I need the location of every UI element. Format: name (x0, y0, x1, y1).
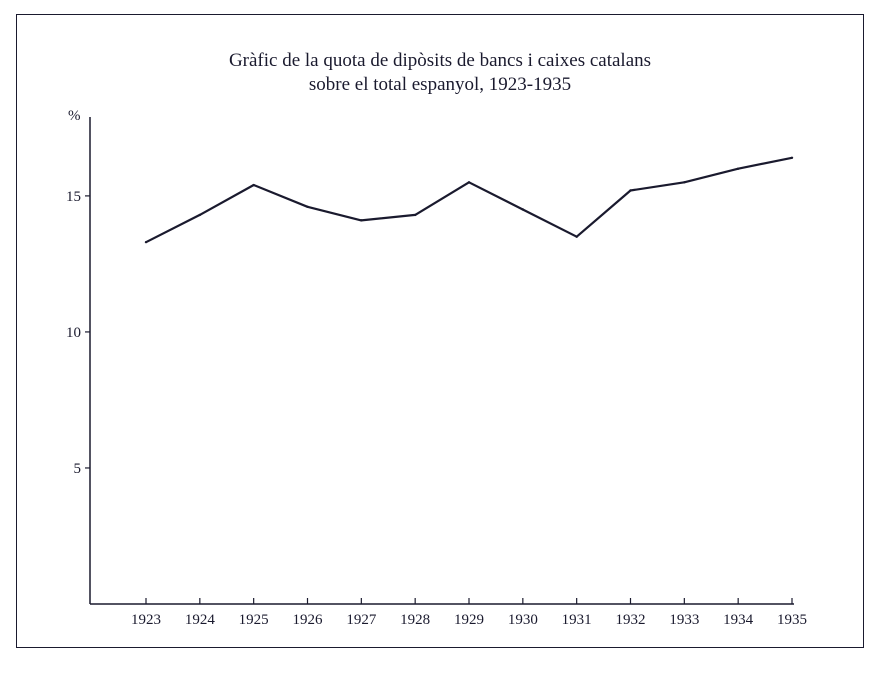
x-tick-label: 1929 (454, 612, 484, 628)
data-point (629, 189, 632, 192)
data-point (790, 156, 794, 160)
y-axis-unit-label: % (68, 108, 81, 124)
y-tick-label: 15 (66, 189, 81, 205)
data-point (413, 213, 417, 217)
x-tick-label: 1930 (508, 612, 538, 628)
y-tick-label: 5 (74, 461, 82, 477)
series-group (144, 156, 794, 244)
x-tick-label: 1935 (777, 612, 807, 628)
data-point (252, 183, 255, 187)
data-point (575, 235, 578, 238)
chart-title-line-2: sobre el total espanyol, 1923-1935 (309, 74, 571, 95)
data-point (467, 181, 471, 184)
data-point (360, 219, 363, 222)
x-tick-label: 1934 (723, 612, 754, 628)
x-tick-label: 1925 (239, 612, 269, 628)
chart-frame (16, 14, 864, 648)
data-point (198, 213, 202, 217)
x-tick-label: 1932 (616, 612, 646, 628)
data-point (683, 181, 686, 184)
x-tick-label: 1927 (346, 612, 377, 628)
data-point (521, 208, 525, 211)
data-point (144, 240, 148, 244)
x-tick-label: 1933 (669, 612, 699, 628)
y-ticks: 5 10 15 (66, 189, 90, 477)
data-point (736, 167, 740, 170)
x-ticks: 1923 1924 1925 1926 1927 1928 1929 1930 1931 1932… (131, 598, 807, 628)
x-tick-label: 1931 (562, 612, 592, 628)
x-tick-label: 1923 (131, 612, 161, 628)
y-tick-label: 10 (66, 325, 81, 341)
x-tick-label: 1926 (293, 612, 324, 628)
x-tick-label: 1924 (185, 612, 216, 628)
data-point (306, 205, 309, 208)
chart-title-line-1: Gràfic de la quota de dipòsits de bancs … (229, 50, 651, 71)
x-tick-label: 1928 (400, 612, 430, 628)
series-line (145, 156, 793, 244)
